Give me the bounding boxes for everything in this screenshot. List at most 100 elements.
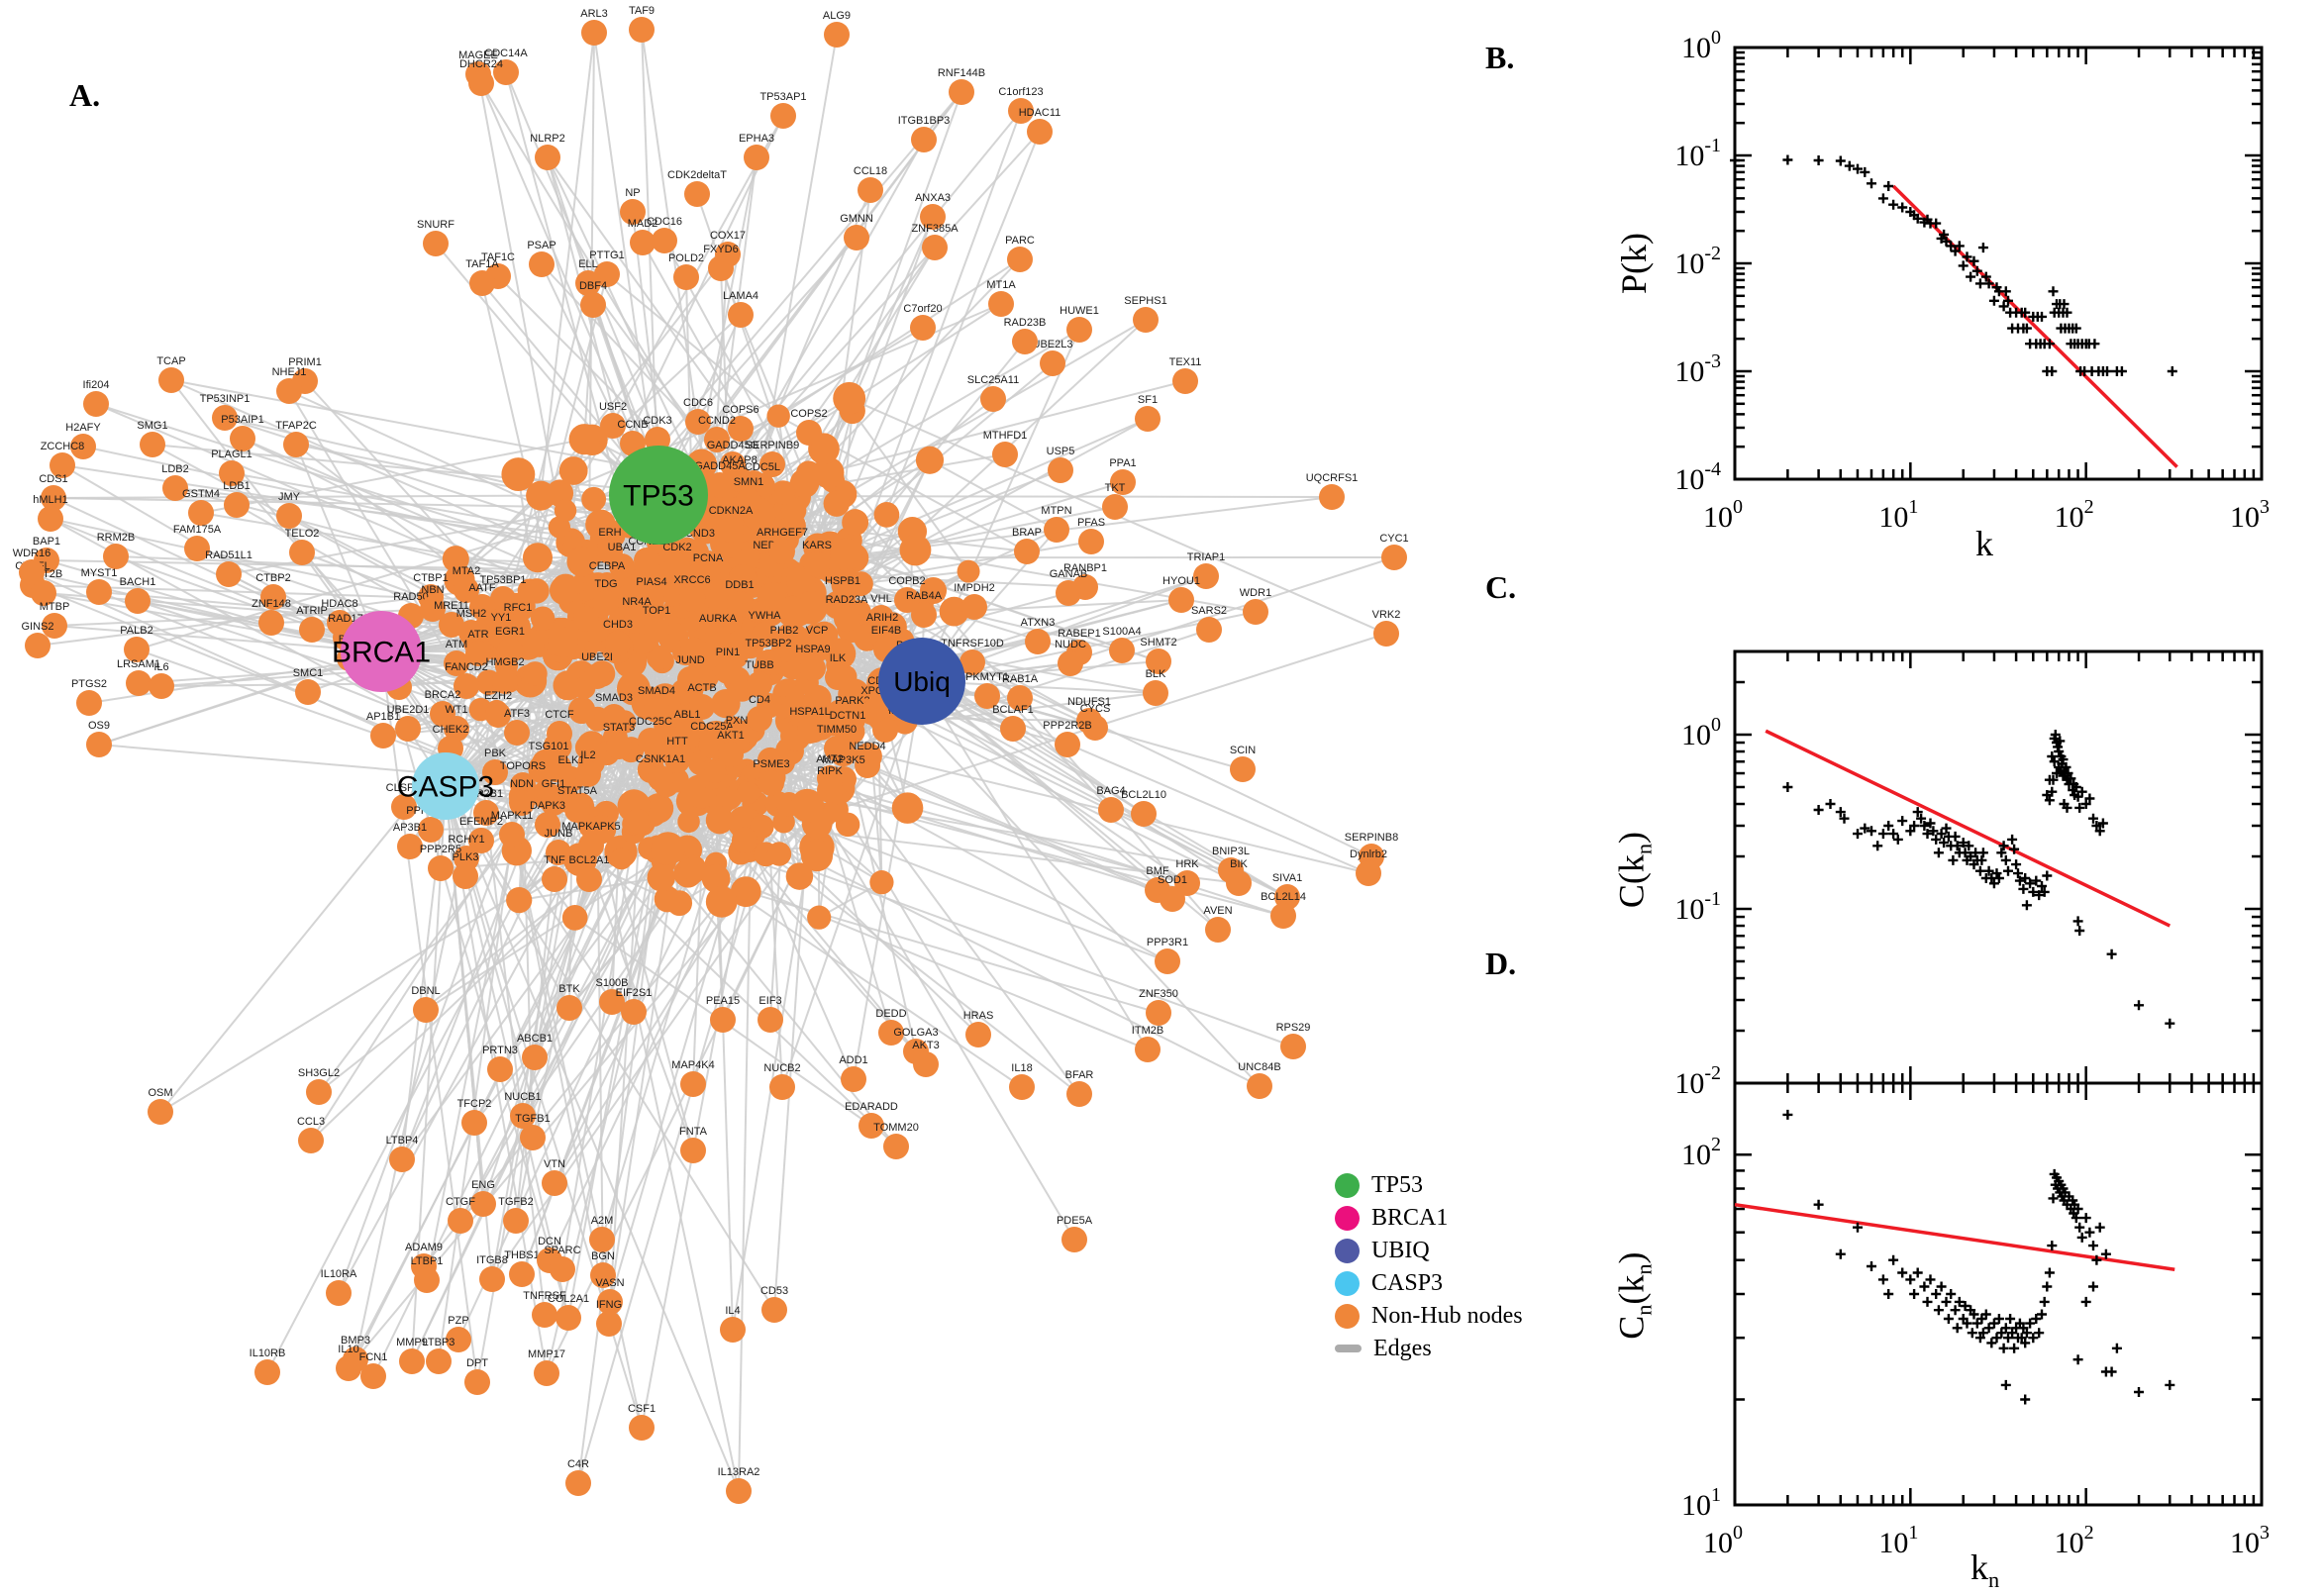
network-node [535, 812, 560, 838]
network-node [747, 706, 772, 732]
network-node-label: TP53BP1 [479, 574, 526, 586]
network-node-label: ENG [471, 1179, 495, 1191]
network-node [482, 759, 508, 785]
tick-label: 100 [1703, 1522, 1743, 1559]
network-node [1012, 329, 1038, 354]
network-node-label: HMGB2 [485, 656, 524, 668]
network-node [326, 1280, 352, 1306]
axis-label-text: C(k [1611, 854, 1652, 909]
network-node-label: C4R [567, 1458, 589, 1470]
network-node-label: SH3GL2 [298, 1067, 340, 1079]
network-node-label: VRK2 [1372, 609, 1401, 621]
network-node [911, 127, 937, 152]
network-node-label: NUCB1 [504, 1091, 541, 1103]
network-node [825, 664, 851, 690]
network-node-label: CDK2 [662, 542, 691, 553]
network-node [70, 434, 96, 459]
network-node-label: ITM2B [1132, 1025, 1163, 1037]
network-node-label: CDC16 [647, 216, 682, 228]
network-node [461, 1110, 487, 1136]
network-node-label: ATRIP [296, 605, 328, 617]
network-node [216, 561, 242, 587]
network-node-label: CYC1 [1379, 533, 1408, 545]
network-node-label: C7orf20 [903, 303, 942, 315]
network-node [576, 866, 602, 892]
network-node [276, 378, 302, 404]
network-node [148, 1099, 173, 1125]
network-node [720, 1317, 746, 1343]
network-node [894, 587, 920, 613]
network-node-label: OSM [148, 1087, 172, 1099]
network-node-label: AURKA [699, 613, 738, 625]
network-node [644, 617, 669, 643]
network-node [1007, 247, 1033, 272]
network-node [370, 723, 396, 748]
network-node-label: SIVA1 [1272, 872, 1302, 884]
network-node [744, 145, 769, 170]
network-node [858, 1113, 884, 1139]
network-node-label: RRM2B [97, 532, 136, 544]
panel-b-letter: B. [1485, 40, 1515, 75]
network-node [258, 610, 284, 636]
axis-label-text: ) [1611, 832, 1652, 845]
network-node [589, 1227, 615, 1252]
network-node-label: HTT [666, 736, 688, 748]
plot-C-scatter-points [1782, 730, 2175, 1029]
nonhub-dot-icon [1335, 1303, 1360, 1329]
plot-C: 100 10-1 10-2 [1674, 649, 2264, 1100]
network-node [1193, 563, 1219, 589]
network-node-label: LTBP3 [423, 1337, 455, 1348]
network-node-label: HUWE1 [1060, 305, 1099, 317]
network-node-label: IL10RB [250, 1347, 286, 1359]
network-node [446, 1327, 471, 1352]
network-node-label: ADD1 [839, 1054, 867, 1066]
axis-label-text: k [1970, 1547, 1988, 1587]
network-node-label: BAG4 [1096, 785, 1125, 797]
network-node-label: PPP2R5 [420, 844, 461, 855]
legend-item-nonhub: Non-Hub nodes [1335, 1303, 1523, 1329]
network-node [224, 492, 250, 518]
network-node-label: PIN1 [716, 647, 740, 658]
network-node [620, 199, 646, 225]
network-node [1373, 621, 1399, 647]
network-node-label: BTK [558, 983, 580, 995]
network-node [770, 103, 796, 129]
casp3-dot-icon [1335, 1270, 1360, 1296]
network-node-label: PRIM1 [288, 356, 322, 368]
axis-label-text: C [1611, 1315, 1652, 1340]
legend-label: Edges [1373, 1336, 1432, 1361]
network-node-label: SF1 [1138, 394, 1158, 406]
network-node [605, 631, 631, 656]
hub-casp3-label: CASP3 [397, 771, 494, 804]
network-node [50, 452, 75, 478]
network-node-label: IFNG [596, 1299, 622, 1311]
network-node-label: RFC1 [504, 602, 533, 614]
network-node [961, 594, 987, 620]
network-node [578, 833, 604, 858]
network-node [469, 270, 495, 296]
network-node [395, 716, 421, 742]
network-node-label: AKT1 [717, 730, 745, 742]
network-node [499, 822, 525, 848]
network-node [685, 409, 711, 435]
legend-label: UBIQ [1371, 1238, 1430, 1263]
network-node-label: BMF [1146, 865, 1169, 877]
network-node-label: CDC25C [629, 716, 672, 728]
network-node [680, 1138, 706, 1163]
network-node-label: LAMA4 [723, 290, 758, 302]
network-node-label: EZH2 [484, 690, 512, 702]
network-node [306, 1079, 332, 1105]
network-node [1066, 317, 1092, 343]
network-node-label: CSF1 [628, 1403, 656, 1415]
network-node-label: TIMM50 [817, 724, 857, 736]
network-node [360, 1363, 386, 1389]
network-node-label: ITGB1BP3 [898, 115, 951, 127]
network-node [718, 742, 744, 767]
legend-label: CASP3 [1371, 1270, 1444, 1296]
network-node [522, 1045, 548, 1070]
network-node-label: KARS [802, 540, 832, 551]
tick-label: 103 [2230, 496, 2270, 534]
network-node-label: UBE2I [581, 651, 613, 663]
network-node-label: VHL [870, 593, 891, 605]
network-node [1135, 406, 1161, 432]
